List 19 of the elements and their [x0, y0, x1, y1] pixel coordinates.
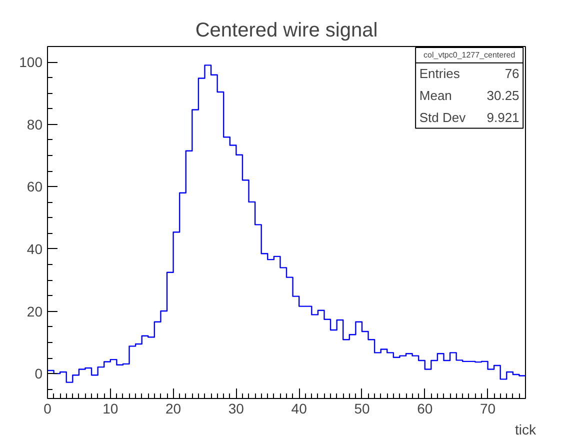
y-tick-label: 0 [34, 366, 43, 382]
y-tick-label: 80 [26, 116, 43, 132]
text: Entries 76 [419, 66, 520, 82]
y-tick-label: 20 [26, 303, 43, 320]
chart-title: Centered wire signal [195, 20, 378, 42]
y-tick-label: 100 [19, 54, 43, 70]
x-tick-label: 20 [166, 400, 182, 416]
x-tick-label: 60 [417, 400, 433, 416]
text: Mean 30.25 [419, 88, 520, 104]
x-tick-label: 30 [228, 400, 244, 416]
x-tick-label: 70 [480, 400, 496, 416]
x-tick-label: 10 [102, 400, 118, 416]
annotation: col_vtpc0_1277_centered [424, 50, 516, 60]
y-tick-label: 60 [26, 178, 43, 195]
x-tick-label: 50 [354, 400, 370, 416]
x-axis-title: tick [515, 422, 537, 438]
y-tick-label: 40 [26, 240, 43, 257]
text: Std Dev 9.921 [419, 110, 520, 125]
x-tick-label: 40 [291, 400, 308, 416]
